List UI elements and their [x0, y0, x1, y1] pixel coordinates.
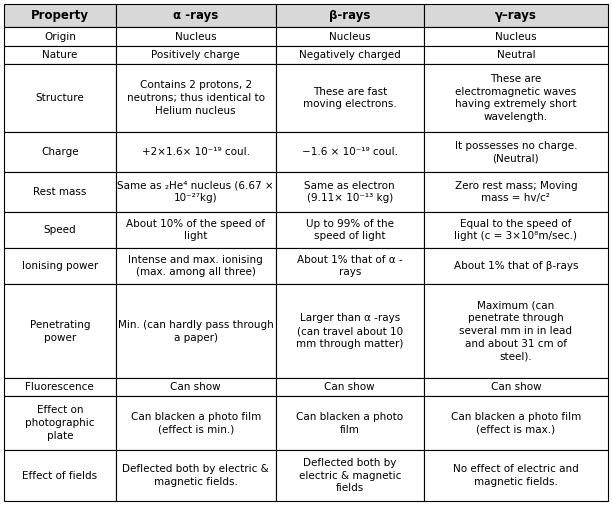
Bar: [116, 396, 276, 450]
Text: Structure: Structure: [35, 93, 84, 103]
Bar: [116, 450, 276, 501]
Bar: [276, 248, 424, 284]
Bar: [4, 248, 116, 284]
Bar: [4, 378, 116, 396]
Text: Can blacken a photo
film: Can blacken a photo film: [296, 412, 403, 435]
Bar: [4, 64, 116, 132]
Bar: [424, 64, 608, 132]
Bar: [276, 64, 424, 132]
Bar: [116, 132, 276, 172]
Text: Ionising power: Ionising power: [22, 261, 98, 271]
Bar: [424, 378, 608, 396]
Bar: [116, 248, 276, 284]
Text: It possesses no charge.
(Neutral): It possesses no charge. (Neutral): [455, 141, 577, 164]
Bar: [424, 45, 608, 64]
Text: Min. (can hardly pass through
a paper): Min. (can hardly pass through a paper): [118, 320, 274, 342]
Bar: [4, 45, 116, 64]
Text: Nature: Nature: [42, 49, 78, 60]
Bar: [276, 45, 424, 64]
Text: Equal to the speed of
light (c = 3×10⁸m/sec.): Equal to the speed of light (c = 3×10⁸m/…: [454, 219, 577, 241]
Text: γ–rays: γ–rays: [495, 9, 537, 22]
Bar: [276, 284, 424, 378]
Bar: [4, 284, 116, 378]
Text: Same as ₂He⁴ nucleus (6.67 ×
10⁻²⁷kg): Same as ₂He⁴ nucleus (6.67 × 10⁻²⁷kg): [118, 181, 274, 204]
Text: β-rays: β-rays: [329, 9, 370, 22]
Text: Nucleus: Nucleus: [175, 31, 217, 41]
Bar: [276, 27, 424, 45]
Text: Penetrating
power: Penetrating power: [29, 320, 90, 342]
Bar: [116, 378, 276, 396]
Bar: [276, 212, 424, 248]
Text: Fluorescence: Fluorescence: [26, 382, 94, 392]
Bar: [424, 212, 608, 248]
Text: Effect of fields: Effect of fields: [22, 471, 97, 481]
Text: +2×1.6× 10⁻¹⁹ coul.: +2×1.6× 10⁻¹⁹ coul.: [142, 147, 250, 157]
Text: Maximum (can
penetrate through
several mm in in lead
and about 31 cm of
steel).: Maximum (can penetrate through several m…: [460, 300, 572, 362]
Bar: [116, 45, 276, 64]
Text: Deflected both by
electric & magnetic
fields: Deflected both by electric & magnetic fi…: [299, 458, 401, 493]
Text: These are fast
moving electrons.: These are fast moving electrons.: [303, 86, 397, 110]
Text: α -rays: α -rays: [173, 9, 218, 22]
Text: Rest mass: Rest mass: [33, 187, 86, 197]
Text: Same as electron
(9.11× 10⁻¹³ kg): Same as electron (9.11× 10⁻¹³ kg): [305, 181, 395, 204]
Bar: [4, 132, 116, 172]
Text: About 10% of the speed of
light: About 10% of the speed of light: [126, 219, 265, 241]
Bar: [4, 27, 116, 45]
Text: Zero rest mass; Moving
mass = hv/c²: Zero rest mass; Moving mass = hv/c²: [455, 181, 577, 204]
Bar: [424, 248, 608, 284]
Text: Can blacken a photo film
(effect is max.): Can blacken a photo film (effect is max.…: [451, 412, 581, 435]
Bar: [116, 172, 276, 212]
Text: Intense and max. ionising
(max. among all three): Intense and max. ionising (max. among al…: [129, 255, 263, 277]
Bar: [4, 396, 116, 450]
Text: Positively charge: Positively charge: [151, 49, 240, 60]
Bar: [424, 4, 608, 27]
Bar: [276, 172, 424, 212]
Bar: [4, 212, 116, 248]
Text: About 1% that of β-rays: About 1% that of β-rays: [453, 261, 578, 271]
Bar: [276, 378, 424, 396]
Text: −1.6 × 10⁻¹⁹ coul.: −1.6 × 10⁻¹⁹ coul.: [302, 147, 398, 157]
Bar: [116, 212, 276, 248]
Text: Up to 99% of the
speed of light: Up to 99% of the speed of light: [306, 219, 394, 241]
Bar: [276, 132, 424, 172]
Bar: [424, 132, 608, 172]
Bar: [424, 450, 608, 501]
Bar: [276, 396, 424, 450]
Text: Contains 2 protons, 2
neutrons; thus identical to
Helium nucleus: Contains 2 protons, 2 neutrons; thus ide…: [127, 80, 265, 116]
Text: Property: Property: [31, 9, 89, 22]
Text: Neutral: Neutral: [496, 49, 536, 60]
Text: Charge: Charge: [41, 147, 79, 157]
Text: Deflected both by electric &
magnetic fields.: Deflected both by electric & magnetic fi…: [122, 464, 269, 487]
Bar: [4, 4, 116, 27]
Bar: [424, 396, 608, 450]
Bar: [276, 4, 424, 27]
Bar: [424, 27, 608, 45]
Text: Negatively charged: Negatively charged: [299, 49, 401, 60]
Text: No effect of electric and
magnetic fields.: No effect of electric and magnetic field…: [453, 464, 579, 487]
Bar: [424, 284, 608, 378]
Bar: [276, 450, 424, 501]
Bar: [4, 450, 116, 501]
Bar: [116, 284, 276, 378]
Bar: [116, 64, 276, 132]
Bar: [4, 172, 116, 212]
Text: Can show: Can show: [491, 382, 541, 392]
Text: About 1% that of α -
rays: About 1% that of α - rays: [297, 255, 403, 277]
Text: Can show: Can show: [324, 382, 375, 392]
Bar: [424, 172, 608, 212]
Bar: [116, 27, 276, 45]
Text: Speed: Speed: [43, 225, 76, 235]
Text: Nucleus: Nucleus: [495, 31, 537, 41]
Text: These are
electromagnetic waves
having extremely short
wavelength.: These are electromagnetic waves having e…: [455, 74, 577, 122]
Text: Nucleus: Nucleus: [329, 31, 371, 41]
Text: Effect on
photographic
plate: Effect on photographic plate: [25, 406, 95, 441]
Text: Origin: Origin: [44, 31, 76, 41]
Bar: [116, 4, 276, 27]
Text: Can show: Can show: [171, 382, 221, 392]
Text: Can blacken a photo film
(effect is min.): Can blacken a photo film (effect is min.…: [130, 412, 261, 435]
Text: Larger than α -rays
(can travel about 10
mm through matter): Larger than α -rays (can travel about 10…: [296, 313, 403, 349]
